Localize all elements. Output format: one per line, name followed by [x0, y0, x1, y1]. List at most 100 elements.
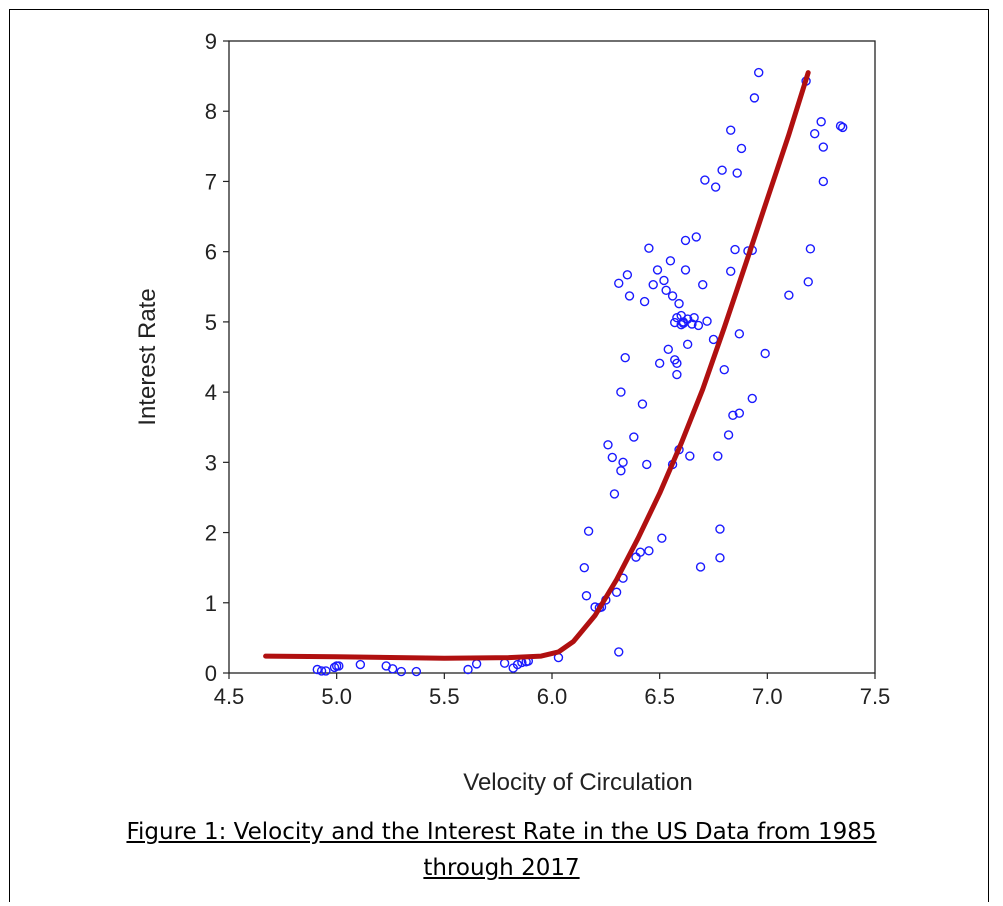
data-point [700, 175, 710, 185]
data-point [512, 659, 523, 670]
x-axis-label: Velocity of Circulation [463, 769, 692, 796]
data-point [637, 399, 648, 409]
data-point [387, 664, 398, 674]
data-point [693, 320, 704, 331]
data-point [695, 562, 706, 572]
plot-area [228, 40, 876, 674]
data-point [835, 121, 846, 131]
data-point [723, 430, 734, 440]
data-point [499, 658, 510, 668]
data-point [334, 661, 344, 671]
x-tick-label: 6.5 [644, 684, 675, 709]
data-point [784, 290, 794, 300]
data-point [685, 451, 695, 461]
x-tick-label: 6.0 [537, 684, 568, 709]
data-point [715, 524, 725, 534]
data-point [644, 546, 654, 556]
data-point [609, 489, 620, 499]
x-tick-label: 7.5 [860, 684, 891, 709]
y-tick-label: 5 [205, 310, 217, 335]
y-tick-label: 4 [205, 380, 217, 405]
data-point [734, 408, 745, 418]
data-point [642, 459, 652, 470]
data-point [644, 243, 654, 253]
data-point [818, 142, 829, 152]
data-point [810, 128, 820, 139]
data-point [672, 358, 682, 369]
data-point [648, 279, 658, 290]
data-point [749, 93, 760, 103]
axis-ticks: 4.5 5.0 5.5 6.0 6.5 7.0 7.5 0 1 2 3 4 5 6 7 8 9 [205, 29, 891, 709]
data-point [631, 552, 641, 562]
data-point [674, 298, 684, 309]
figure-frame [9, 9, 989, 902]
y-tick-label: 1 [205, 591, 217, 616]
y-tick-label: 2 [205, 521, 217, 546]
data-point [316, 666, 327, 676]
data-point [463, 664, 473, 675]
data-point [691, 232, 701, 242]
data-point [657, 533, 667, 543]
data-point [659, 275, 669, 286]
data-point [622, 270, 633, 280]
data-point [754, 67, 764, 78]
y-tick-label: 7 [205, 169, 217, 194]
x-tick-label: 4.5 [214, 684, 245, 709]
data-point [411, 666, 422, 677]
scatter-points [312, 67, 848, 677]
data-point [689, 312, 699, 323]
data-point [607, 452, 617, 463]
data-point [715, 553, 725, 563]
data-point [676, 319, 686, 330]
data-point [682, 339, 693, 350]
data-point [629, 432, 639, 442]
data-point [618, 457, 628, 468]
data-point [661, 285, 671, 295]
data-point [620, 353, 630, 363]
data-point [717, 165, 727, 175]
data-point [581, 591, 592, 601]
data-point [665, 256, 676, 266]
data-point [680, 265, 691, 275]
scatter-chart: 4.5 5.0 5.5 6.0 6.5 7.0 7.5 0 1 2 3 4 5 6 7 8 9 Velocity… [134, 29, 891, 796]
data-point [603, 440, 613, 450]
data-point [654, 358, 665, 369]
data-point [708, 334, 719, 345]
data-point [803, 277, 813, 287]
data-point [719, 364, 729, 375]
data-point [667, 291, 678, 301]
data-point [726, 266, 736, 277]
data-point [726, 125, 736, 135]
data-point [614, 647, 624, 657]
x-tick-label: 7.0 [752, 684, 783, 709]
figure-caption-line2: through 2017 [423, 855, 580, 881]
data-point [329, 662, 340, 673]
data-point [672, 369, 682, 380]
data-point [760, 348, 770, 359]
data-point [805, 244, 816, 254]
data-point [732, 168, 742, 178]
y-tick-label: 9 [205, 29, 217, 54]
data-point [616, 466, 626, 476]
data-point [312, 664, 322, 675]
data-point [611, 587, 622, 597]
data-point [672, 312, 682, 323]
fit-line [263, 70, 811, 661]
y-tick-label: 3 [205, 450, 217, 475]
y-tick-label: 0 [205, 661, 217, 686]
x-tick-label: 5.5 [429, 684, 460, 709]
data-point [710, 182, 721, 192]
x-tick-label: 5.0 [321, 684, 352, 709]
data-point [734, 329, 745, 339]
data-point [818, 176, 829, 187]
data-point [687, 319, 697, 329]
data-point [747, 393, 757, 404]
y-axis-label: Interest Rate [134, 288, 161, 425]
data-point [321, 666, 331, 676]
data-point [614, 278, 624, 288]
data-point [730, 244, 740, 255]
y-tick-label: 8 [205, 99, 217, 124]
data-point [680, 235, 691, 246]
data-point [652, 265, 663, 275]
data-point [728, 410, 738, 420]
